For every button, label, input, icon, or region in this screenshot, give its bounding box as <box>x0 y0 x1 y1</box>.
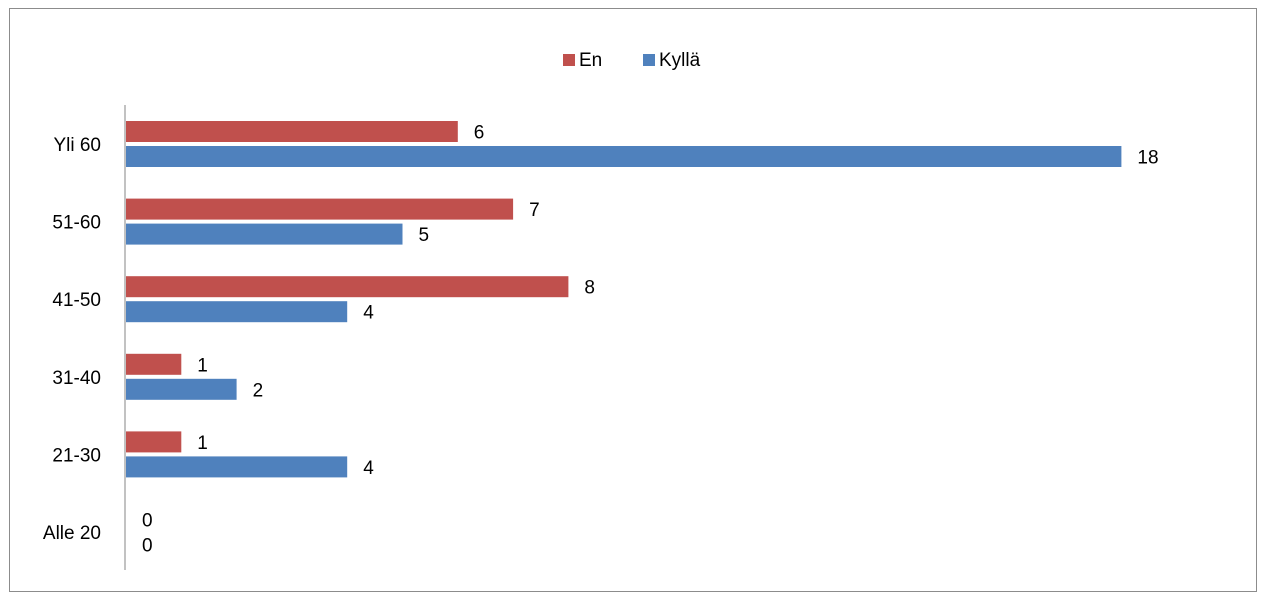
data-label: 2 <box>253 380 264 401</box>
legend-label: Kyllä <box>659 50 701 71</box>
data-label: 1 <box>197 355 208 376</box>
data-label: 0 <box>142 536 153 557</box>
data-label: 6 <box>474 123 485 144</box>
data-label: 18 <box>1137 148 1158 169</box>
category-label: 41-50 <box>52 290 101 311</box>
data-label: 1 <box>197 433 208 454</box>
legend: En Kyllä <box>563 50 701 71</box>
data-label: 7 <box>529 200 540 221</box>
legend-swatch <box>563 54 575 66</box>
category-label: Alle 20 <box>43 523 101 544</box>
bar-en-41-50 <box>126 276 569 298</box>
category-labels: Yli 60 51-60 41-50 31-40 21-30 Alle 20 <box>43 135 101 544</box>
legend-label: En <box>579 50 602 71</box>
data-label: 4 <box>363 303 374 324</box>
bar-kyll--51-60 <box>126 223 403 245</box>
data-label: 0 <box>142 511 153 532</box>
bar-en-21-30 <box>126 431 182 453</box>
bar-kyll--yli-60 <box>126 146 1122 167</box>
bars <box>126 121 1122 478</box>
bar-en-51-60 <box>126 198 514 220</box>
legend-swatch <box>643 54 655 66</box>
data-labels: 6 18 7 5 8 4 1 2 1 4 0 0 <box>142 123 1159 557</box>
data-label: 8 <box>584 278 595 299</box>
bar-kyll--31-40 <box>126 378 237 400</box>
data-label: 5 <box>419 225 430 246</box>
category-label: 21-30 <box>52 445 101 466</box>
category-label: 51-60 <box>52 213 101 234</box>
bar-en-31-40 <box>126 353 182 375</box>
bar-kyll--41-50 <box>126 301 348 323</box>
category-label: 31-40 <box>52 368 101 389</box>
data-label: 4 <box>363 458 374 479</box>
bar-en-yli-60 <box>126 121 458 142</box>
bar-kyll--21-30 <box>126 456 348 478</box>
category-label: Yli 60 <box>53 135 101 156</box>
